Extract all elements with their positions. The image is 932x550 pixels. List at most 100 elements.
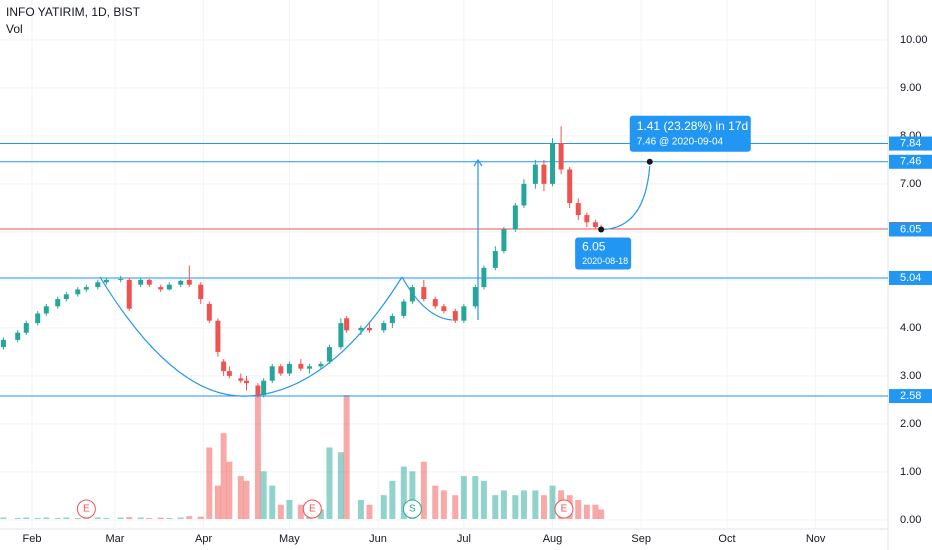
event-label: S [409, 504, 416, 515]
volume-bar [197, 516, 204, 519]
drawings [99, 158, 483, 397]
candle-body [126, 279, 132, 309]
projection-label-box [629, 115, 751, 152]
candle-body [95, 282, 101, 288]
candle-body [381, 323, 387, 331]
candle-body [501, 229, 507, 252]
overlay: 6.05 2020-08-18 1.41 (23.28%) in 17d 7.46 @… [575, 115, 751, 270]
volume-bar [297, 504, 304, 519]
volume-bar [117, 517, 124, 519]
candle-body [215, 320, 221, 352]
volume-bar [260, 471, 267, 519]
volume-bar [103, 518, 110, 519]
volume-bar [532, 490, 539, 519]
candle-body [575, 203, 581, 216]
volume-bar [326, 447, 333, 519]
candle-body [286, 363, 292, 374]
level-label: 7.46 [900, 156, 921, 168]
projection-end [646, 158, 653, 165]
volume-bar [598, 509, 605, 519]
candle-body [461, 306, 467, 321]
event-marker [302, 499, 322, 519]
volume-bar [389, 480, 396, 519]
candle-body [35, 313, 41, 324]
volume-bar [409, 471, 416, 519]
volume-bar [380, 495, 387, 519]
x-tick-label: Jul [457, 533, 471, 545]
level-label-box [889, 136, 932, 151]
volume-bar [243, 480, 250, 519]
y-tick-label: 4.00 [900, 322, 921, 334]
level-label: 7.84 [900, 137, 921, 149]
y-tick-label: 3.00 [900, 370, 921, 382]
candle-body [0, 339, 6, 348]
event-label: E [561, 504, 568, 515]
candle-body [146, 279, 152, 285]
volume-bar [166, 518, 173, 519]
event-label: E [309, 504, 316, 515]
volume-bar [254, 395, 261, 519]
candle-body [366, 327, 372, 331]
candle-body [409, 287, 415, 302]
candle-body [558, 143, 564, 170]
candle-body [261, 380, 267, 396]
volume [0, 395, 605, 519]
candle-body [521, 183, 527, 206]
candle-body [472, 287, 478, 307]
x-tick-label: Aug [543, 533, 563, 545]
volume-bar [186, 516, 193, 519]
candle-body [512, 205, 518, 230]
level-label-box [889, 389, 932, 404]
candle-body [421, 287, 427, 300]
level-label-box [889, 222, 932, 237]
candle-body [15, 332, 21, 340]
volume-bar [343, 395, 350, 519]
volume-bar [237, 476, 244, 519]
candle-body [318, 363, 324, 367]
volume-bar [146, 518, 153, 519]
x-tick-label: Oct [718, 533, 735, 545]
arrow [473, 158, 483, 320]
volume-bar [54, 518, 61, 519]
volume-bar [472, 476, 479, 519]
volume-bar [94, 517, 101, 519]
level-label: 2.58 [900, 390, 921, 402]
volume-bar [575, 499, 582, 519]
volume-bar [14, 518, 21, 519]
candle-body [532, 164, 538, 184]
candle-body [244, 380, 249, 384]
candle-body [389, 315, 395, 324]
candle-body [278, 366, 284, 374]
level-label-box [889, 154, 932, 169]
volume-bar [460, 476, 467, 519]
projection-target-label: 7.46 @ 2020-09-04 [637, 136, 724, 147]
volume-bar [220, 433, 227, 519]
volume-bar [512, 495, 519, 519]
volume-bar [337, 452, 344, 519]
candle-body [358, 327, 364, 331]
candle-body [138, 279, 144, 285]
volume-bar [286, 499, 293, 519]
candle-body [344, 318, 350, 331]
event-marker [554, 499, 574, 519]
x-tick-label: Feb [23, 533, 42, 545]
volume-bar [432, 485, 439, 519]
candle-body [23, 323, 29, 333]
y-tick-label: 0.00 [900, 514, 921, 526]
candle-body [198, 284, 204, 300]
candle-body [178, 280, 184, 285]
candle-body [186, 279, 192, 285]
candle-body [83, 287, 89, 290]
start-label-box [575, 237, 632, 270]
candles [0, 126, 604, 398]
candle-body [75, 289, 81, 295]
y-tick-label: 10.00 [900, 34, 928, 46]
volume-bar [177, 517, 184, 519]
candle-body [326, 347, 332, 362]
volume-bar [34, 518, 41, 519]
candle-body [63, 294, 69, 300]
cup-curve [99, 276, 403, 397]
subtitle: Vol [6, 22, 23, 36]
